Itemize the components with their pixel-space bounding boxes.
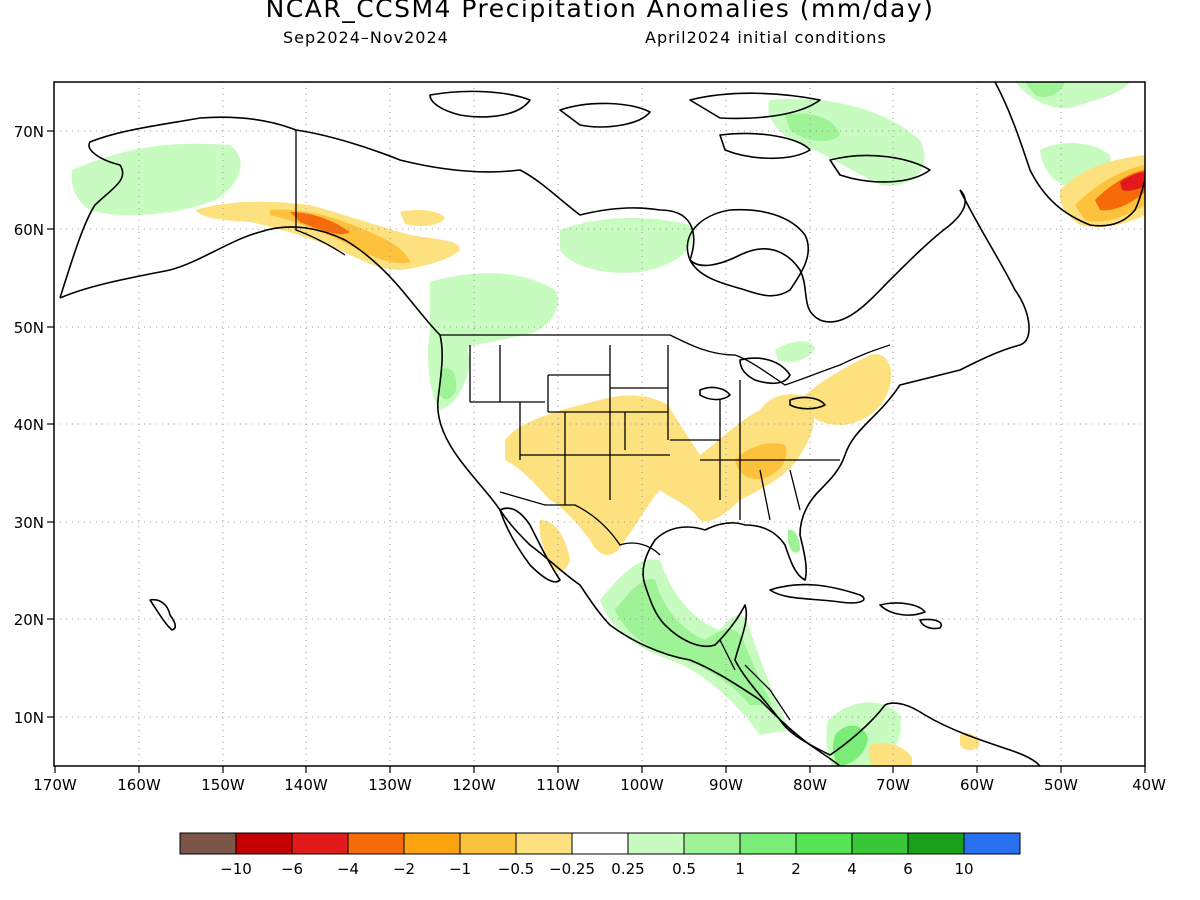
colorbar-label: −2 — [393, 860, 415, 878]
colorbar-label: 0.5 — [672, 860, 696, 878]
colorbar-swatch — [851, 832, 909, 855]
lon-label: 130W — [368, 776, 412, 794]
dry-anomaly-yukon — [400, 210, 445, 226]
colorbar-label: −4 — [337, 860, 359, 878]
colorbar-swatch — [179, 832, 237, 855]
lon-label: 100W — [620, 776, 664, 794]
lon-label: 160W — [117, 776, 161, 794]
lon-label: 40W — [1132, 776, 1166, 794]
wet-anomaly-great-lakes — [775, 341, 815, 362]
colorbar-label: 2 — [791, 860, 801, 878]
colorbar-label: 10 — [954, 860, 973, 878]
hawaii — [149, 598, 177, 631]
lon-label: 50W — [1044, 776, 1078, 794]
lon-label: 60W — [960, 776, 994, 794]
us-canada-border — [440, 334, 891, 386]
colorbar-swatch — [683, 832, 741, 855]
us-mexico-border — [499, 491, 661, 556]
wet-anomaly-california-coast — [440, 368, 457, 400]
wet-anomaly-alaska — [71, 143, 241, 216]
colorbar-swatch — [235, 832, 293, 855]
colorbar-label: 6 — [903, 860, 913, 878]
anomaly-shading — [71, 82, 1145, 766]
arctic-islands — [429, 90, 931, 183]
wet-anomaly-colombia-core — [833, 725, 868, 766]
gulf-coast — [642, 526, 1041, 766]
lon-label: 80W — [793, 776, 827, 794]
graticule — [54, 82, 1145, 766]
wet-anomaly-arctic-core — [785, 113, 840, 142]
colorbar-swatch — [347, 832, 405, 855]
greenland-coast — [994, 82, 1145, 227]
colorbar-label: 0.25 — [611, 860, 644, 878]
colorbar-swatch — [403, 832, 461, 855]
baja-california — [499, 507, 561, 583]
colorbar-swatch — [907, 832, 965, 855]
hudson-bay — [686, 208, 810, 297]
initial-conditions-label: April2024 initial conditions — [645, 28, 887, 47]
dry-anomaly-alaska-coast-strong — [290, 212, 350, 235]
dry-anomaly-northeast — [800, 354, 892, 425]
lat-label: 40N — [14, 416, 44, 434]
colorbar-swatch — [627, 832, 685, 855]
lat-label: 30N — [14, 514, 44, 532]
colorbar-swatch — [459, 832, 517, 855]
lon-label: 90W — [709, 776, 743, 794]
lon-label: 150W — [201, 776, 245, 794]
east-coast — [704, 189, 1030, 581]
lon-label: 140W — [284, 776, 328, 794]
colorbar-swatch — [795, 832, 853, 855]
latitude-labels: 70N 60N 50N 40N 30N 20N 10N — [14, 123, 44, 727]
colorbar-label: −0.5 — [498, 860, 534, 878]
great-lakes — [699, 357, 826, 410]
tick-marks — [47, 130, 1146, 773]
wet-anomaly-greenland-core — [1025, 82, 1065, 97]
us-state-borders — [469, 345, 840, 521]
colorbar-label: 4 — [847, 860, 857, 878]
colorbar-label: −10 — [220, 860, 252, 878]
colorbar-label: −6 — [281, 860, 303, 878]
arctic-canada-coast — [295, 129, 966, 323]
colorbar-swatch — [739, 832, 797, 855]
colorbar: −10 −6 −4 −2 −1 −0.5 −0.25 0.25 0.5 1 2 4 6 10 — [179, 832, 1021, 878]
alaska-coast — [59, 116, 441, 336]
lon-label: 120W — [452, 776, 496, 794]
lat-label: 20N — [14, 611, 44, 629]
pacific-coast — [436, 334, 841, 766]
forecast-period: Sep2024–Nov2024 — [283, 28, 449, 47]
colorbar-swatch — [571, 832, 629, 855]
colorbar-swatch — [963, 832, 1021, 855]
lat-label: 10N — [14, 709, 44, 727]
lon-label: 110W — [536, 776, 580, 794]
dry-anomaly-tennessee-core — [735, 443, 787, 480]
colorbar-swatch — [515, 832, 573, 855]
dry-anomaly-venezuela — [868, 743, 912, 766]
wet-anomaly-canadian-prairies — [428, 273, 559, 410]
dry-anomaly-greenland-max — [1120, 172, 1145, 191]
colorbar-label: −1 — [449, 860, 471, 878]
colorbar-swatch — [291, 832, 349, 855]
alaska-canada-border — [295, 130, 346, 256]
dry-anomaly-baja — [539, 520, 570, 572]
colorbar-label: −0.25 — [549, 860, 595, 878]
coastlines — [59, 82, 1145, 766]
colorbar-label: 1 — [735, 860, 745, 878]
lon-label: 170W — [33, 776, 77, 794]
lat-label: 70N — [14, 123, 44, 141]
dry-anomaly-southern-us — [505, 394, 815, 555]
lat-label: 60N — [14, 221, 44, 239]
wet-anomaly-florida — [788, 529, 800, 553]
political-boundaries — [295, 130, 891, 721]
wet-anomaly-hudson-west — [560, 218, 693, 273]
central-america-borders — [719, 639, 791, 721]
cuba-caribbean — [769, 583, 942, 630]
lat-label: 50N — [14, 319, 44, 337]
map-title: NCAR_CCSM4 Precipitation Anomalies (mm/d… — [265, 0, 935, 23]
longitude-labels: 170W 160W 150W 140W 130W 120W 110W 100W … — [33, 776, 1166, 794]
lon-label: 70W — [876, 776, 910, 794]
